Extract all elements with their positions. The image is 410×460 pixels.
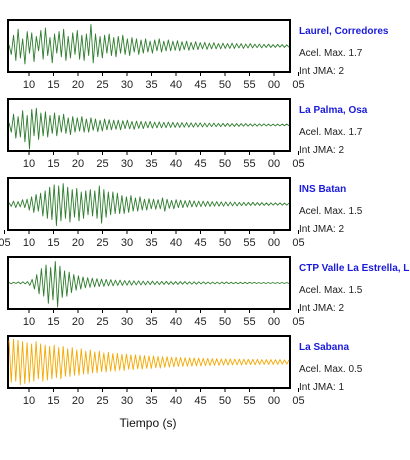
panel-5: 10 15 20 25 30 35 40 45 50 55 00 05 La Sabana Acel. M… [7, 335, 363, 407]
x-tick-label: 40 [170, 395, 182, 407]
jma-intensity: Int JMA: 2 [299, 66, 344, 77]
accel-max: Acel. Max. 0.5 [299, 364, 363, 375]
waveform-line [8, 183, 290, 227]
x-tick-label: 30 [121, 79, 133, 91]
x-tick-label: 10 [23, 316, 35, 328]
x-tick-label: 55 [243, 316, 255, 328]
x-tick-label: 00 [268, 316, 280, 328]
panel-1: 10 15 20 25 30 35 40 45 50 55 00 05 Laurel, Corredor… [7, 19, 389, 91]
x-tick-label: 35 [145, 158, 157, 170]
x-tick-label: 25 [96, 79, 108, 91]
accel-max: Acel. Max. 1.5 [299, 206, 363, 217]
x-tick-label: 20 [72, 395, 84, 407]
x-tick-label: 10 [23, 79, 35, 91]
x-tick-label: 15 [47, 237, 59, 249]
x-tick-label: 20 [72, 316, 84, 328]
x-tick-label: 35 [145, 237, 157, 249]
x-tick-label: 15 [47, 79, 59, 91]
x-tick-label: 35 [145, 79, 157, 91]
x-tick-label: 00 [268, 79, 280, 91]
x-tick-label: 25 [96, 316, 108, 328]
x-tick-label: 25 [96, 237, 108, 249]
x-tick-label: 10 [23, 158, 35, 170]
x-tick-label: 00 [268, 395, 280, 407]
x-tick-label: 30 [121, 316, 133, 328]
jma-intensity: Int JMA: 1 [299, 382, 344, 393]
x-tick-label: 55 [243, 395, 255, 407]
x-tick-label: 00 [268, 237, 280, 249]
accel-max: Acel. Max. 1.5 [299, 285, 363, 296]
x-tick-label: 55 [243, 79, 255, 91]
x-tick-label: 30 [121, 237, 133, 249]
x-tick-label: 50 [219, 316, 231, 328]
x-tick-label: 15 [47, 158, 59, 170]
jma-intensity: Int JMA: 2 [299, 303, 344, 314]
x-tick-label: 10 [23, 395, 35, 407]
x-tick-label: 05 [0, 237, 11, 249]
station-name: La Sabana [299, 342, 349, 353]
panel-4: 10 15 20 25 30 35 40 45 50 55 00 05 CTP Valle La Est… [7, 256, 409, 328]
x-tick-label: 50 [219, 395, 231, 407]
x-tick-label: 05 [292, 158, 304, 170]
x-tick-label: 30 [121, 395, 133, 407]
x-tick-label: 25 [96, 395, 108, 407]
waveform-line [8, 107, 290, 150]
x-tick-label: 05 [292, 395, 304, 407]
x-tick-label: 40 [170, 79, 182, 91]
x-tick-label: 45 [194, 395, 206, 407]
x-tick-label: 55 [243, 237, 255, 249]
station-name: La Palma, Osa [299, 105, 368, 116]
x-tick-label: 10 [23, 237, 35, 249]
x-tick-label: 40 [170, 316, 182, 328]
x-tick-label: 45 [194, 237, 206, 249]
x-tick-label: 35 [145, 316, 157, 328]
x-tick-label: 15 [47, 395, 59, 407]
accel-max: Acel. Max. 1.7 [299, 127, 363, 138]
x-tick-label: 30 [121, 158, 133, 170]
x-tick-label: 20 [72, 79, 84, 91]
x-tick-label: 50 [219, 158, 231, 170]
x-tick-label: 25 [96, 158, 108, 170]
station-name: Laurel, Corredores [299, 26, 389, 37]
x-tick-label: 50 [219, 79, 231, 91]
x-tick-label: 50 [219, 237, 231, 249]
station-name: INS Batan [299, 184, 346, 195]
x-tick-label: 35 [145, 395, 157, 407]
panel-2: 10 15 20 25 30 35 40 45 50 55 00 05 La Palma, Osa Ace… [7, 98, 368, 170]
x-tick-label: 20 [72, 237, 84, 249]
accel-max: Acel. Max. 1.7 [299, 48, 363, 59]
x-tick-label: 45 [194, 158, 206, 170]
jma-intensity: Int JMA: 2 [299, 224, 344, 235]
panel-3: 05 10 15 20 25 30 35 40 45 50 55 00 05 INS Batan Acel.… [0, 177, 363, 249]
waveform-line [8, 338, 290, 386]
x-tick-label: 05 [292, 316, 304, 328]
x-tick-label: 15 [47, 316, 59, 328]
x-tick-label: 20 [72, 158, 84, 170]
station-name: CTP Valle La Estrella, L [299, 263, 409, 274]
jma-intensity: Int JMA: 2 [299, 145, 344, 156]
x-tick-label: 00 [268, 158, 280, 170]
x-tick-label: 55 [243, 158, 255, 170]
x-tick-label: 45 [194, 316, 206, 328]
x-tick-label: 40 [170, 237, 182, 249]
x-tick-label: 45 [194, 79, 206, 91]
waveform-line [8, 260, 290, 308]
x-tick-label: 05 [292, 237, 304, 249]
waveform-line [8, 23, 290, 65]
x-axis-label: Tiempo (s) [120, 416, 177, 430]
x-tick-label: 40 [170, 158, 182, 170]
x-tick-label: 05 [292, 79, 304, 91]
